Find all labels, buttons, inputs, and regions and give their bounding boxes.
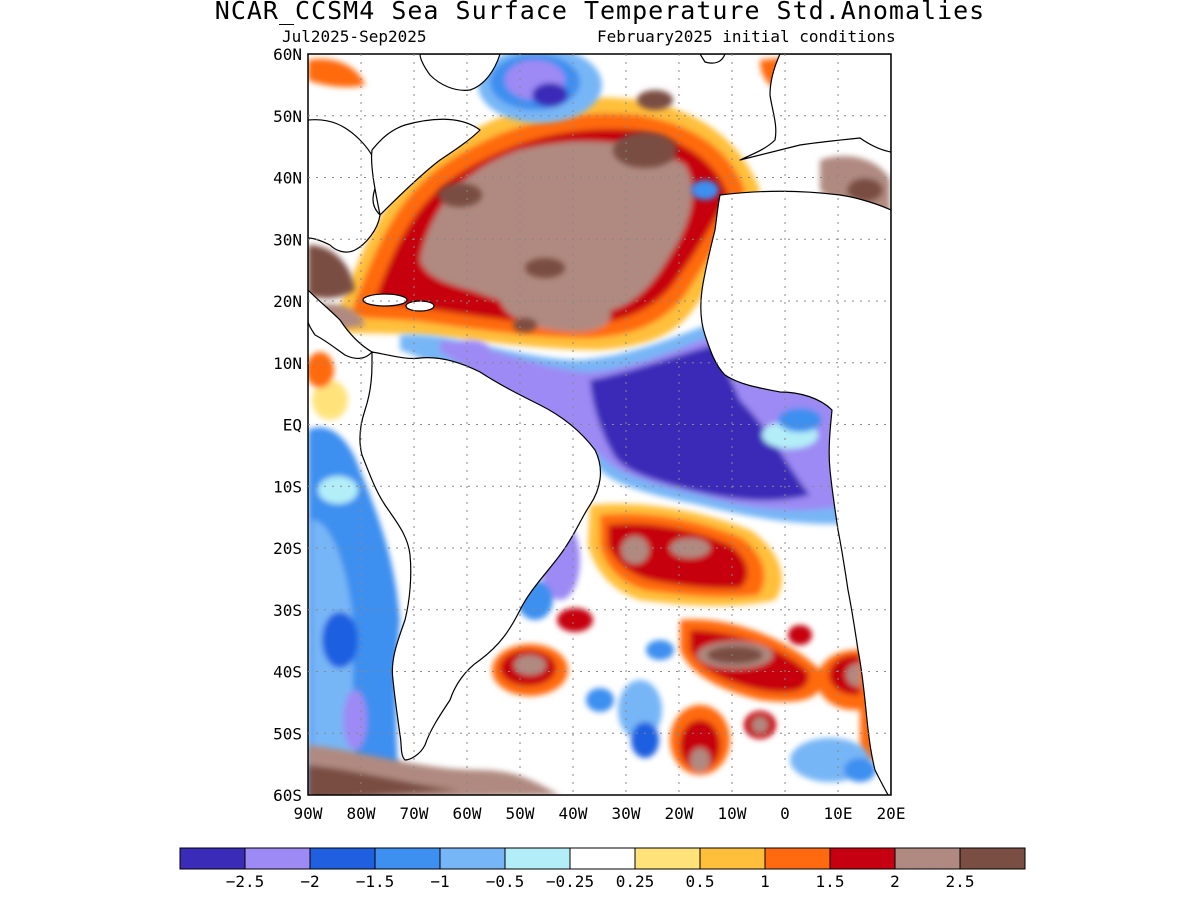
- lat-tick-label: 20S: [273, 539, 302, 558]
- colorbar-label: −2.5: [226, 872, 265, 891]
- longitude-labels: 90W 80W 70W 60W 50W 40W 30W 20W 10W 0 10E 20E: [294, 804, 906, 823]
- colorbar-label: −1.5: [356, 872, 395, 891]
- lat-tick-label: 40S: [273, 663, 302, 682]
- lon-tick-label: 10E: [824, 804, 853, 823]
- lon-tick-label: 40W: [559, 804, 588, 823]
- colorbar-swatch: [244, 847, 311, 870]
- lon-tick-label: 50W: [506, 804, 535, 823]
- lon-tick-label: 30W: [612, 804, 641, 823]
- chart-title: NCAR_CCSM4 Sea Surface Temperature Std.A…: [214, 0, 986, 25]
- lon-tick-label: 60W: [453, 804, 482, 823]
- colorbar-label: 1: [760, 872, 770, 891]
- lat-tick-label: 40N: [273, 169, 302, 188]
- colorbar-label: −0.25: [546, 872, 594, 891]
- colorbar-labels: −2.5 −2 −1.5 −1 −0.5 −0.25 0.25 0.5 1 1.5 2 2.5: [226, 872, 975, 891]
- latitude-labels: 60N 50N 40N 30N 20N 10N EQ 10S 20S 30S 40S 50S 60S: [273, 45, 302, 805]
- colorbar-swatch: [309, 847, 376, 870]
- colorbar-swatch: [959, 847, 1026, 870]
- colorbar-label: −1: [430, 872, 449, 891]
- lon-tick-label: 10W: [718, 804, 747, 823]
- colorbar-label: 1.5: [816, 872, 845, 891]
- colorbar-swatch: [699, 847, 766, 870]
- colorbar-swatch: [764, 847, 831, 870]
- lat-tick-label: 20N: [273, 292, 302, 311]
- lat-tick-label: 60S: [273, 786, 302, 805]
- colorbar-label: 0.5: [686, 872, 715, 891]
- lon-tick-label: 20W: [665, 804, 694, 823]
- lon-tick-label: 20E: [877, 804, 906, 823]
- lat-tick-label: EQ: [283, 416, 302, 435]
- colorbar-swatch: [439, 847, 506, 870]
- lon-tick-label: 70W: [400, 804, 429, 823]
- forecast-period: Jul2025-Sep2025: [282, 27, 427, 46]
- colorbar-swatch: [504, 847, 571, 870]
- lat-tick-label: 10S: [273, 477, 302, 496]
- colorbar-label: −2: [300, 872, 319, 891]
- lat-tick-label: 10N: [273, 354, 302, 373]
- grid-lines: [308, 54, 891, 795]
- colorbar-swatch: [374, 847, 441, 870]
- colorbar-label: 0.25: [616, 872, 655, 891]
- colorbar-swatch: [634, 847, 701, 870]
- colorbar: [179, 847, 1026, 870]
- colorbar-label: −0.5: [486, 872, 525, 891]
- initial-conditions: February2025 initial conditions: [597, 27, 896, 46]
- lon-tick-label: 90W: [294, 804, 323, 823]
- colorbar-swatch: [569, 847, 636, 870]
- colorbar-swatch: [829, 847, 896, 870]
- lon-tick-label: 0: [780, 804, 790, 823]
- lat-tick-label: 50S: [273, 724, 302, 743]
- continents: [308, 54, 891, 795]
- lat-tick-label: 60N: [273, 45, 302, 64]
- colorbar-swatch: [894, 847, 961, 870]
- lon-tick-label: 80W: [347, 804, 376, 823]
- lat-tick-label: 30N: [273, 230, 302, 249]
- sst-field: [308, 54, 891, 795]
- lat-tick-label: 50N: [273, 107, 302, 126]
- colorbar-label: 2: [890, 872, 900, 891]
- colorbar-label: 2.5: [946, 872, 975, 891]
- lat-tick-label: 30S: [273, 601, 302, 620]
- colorbar-swatch: [179, 847, 246, 870]
